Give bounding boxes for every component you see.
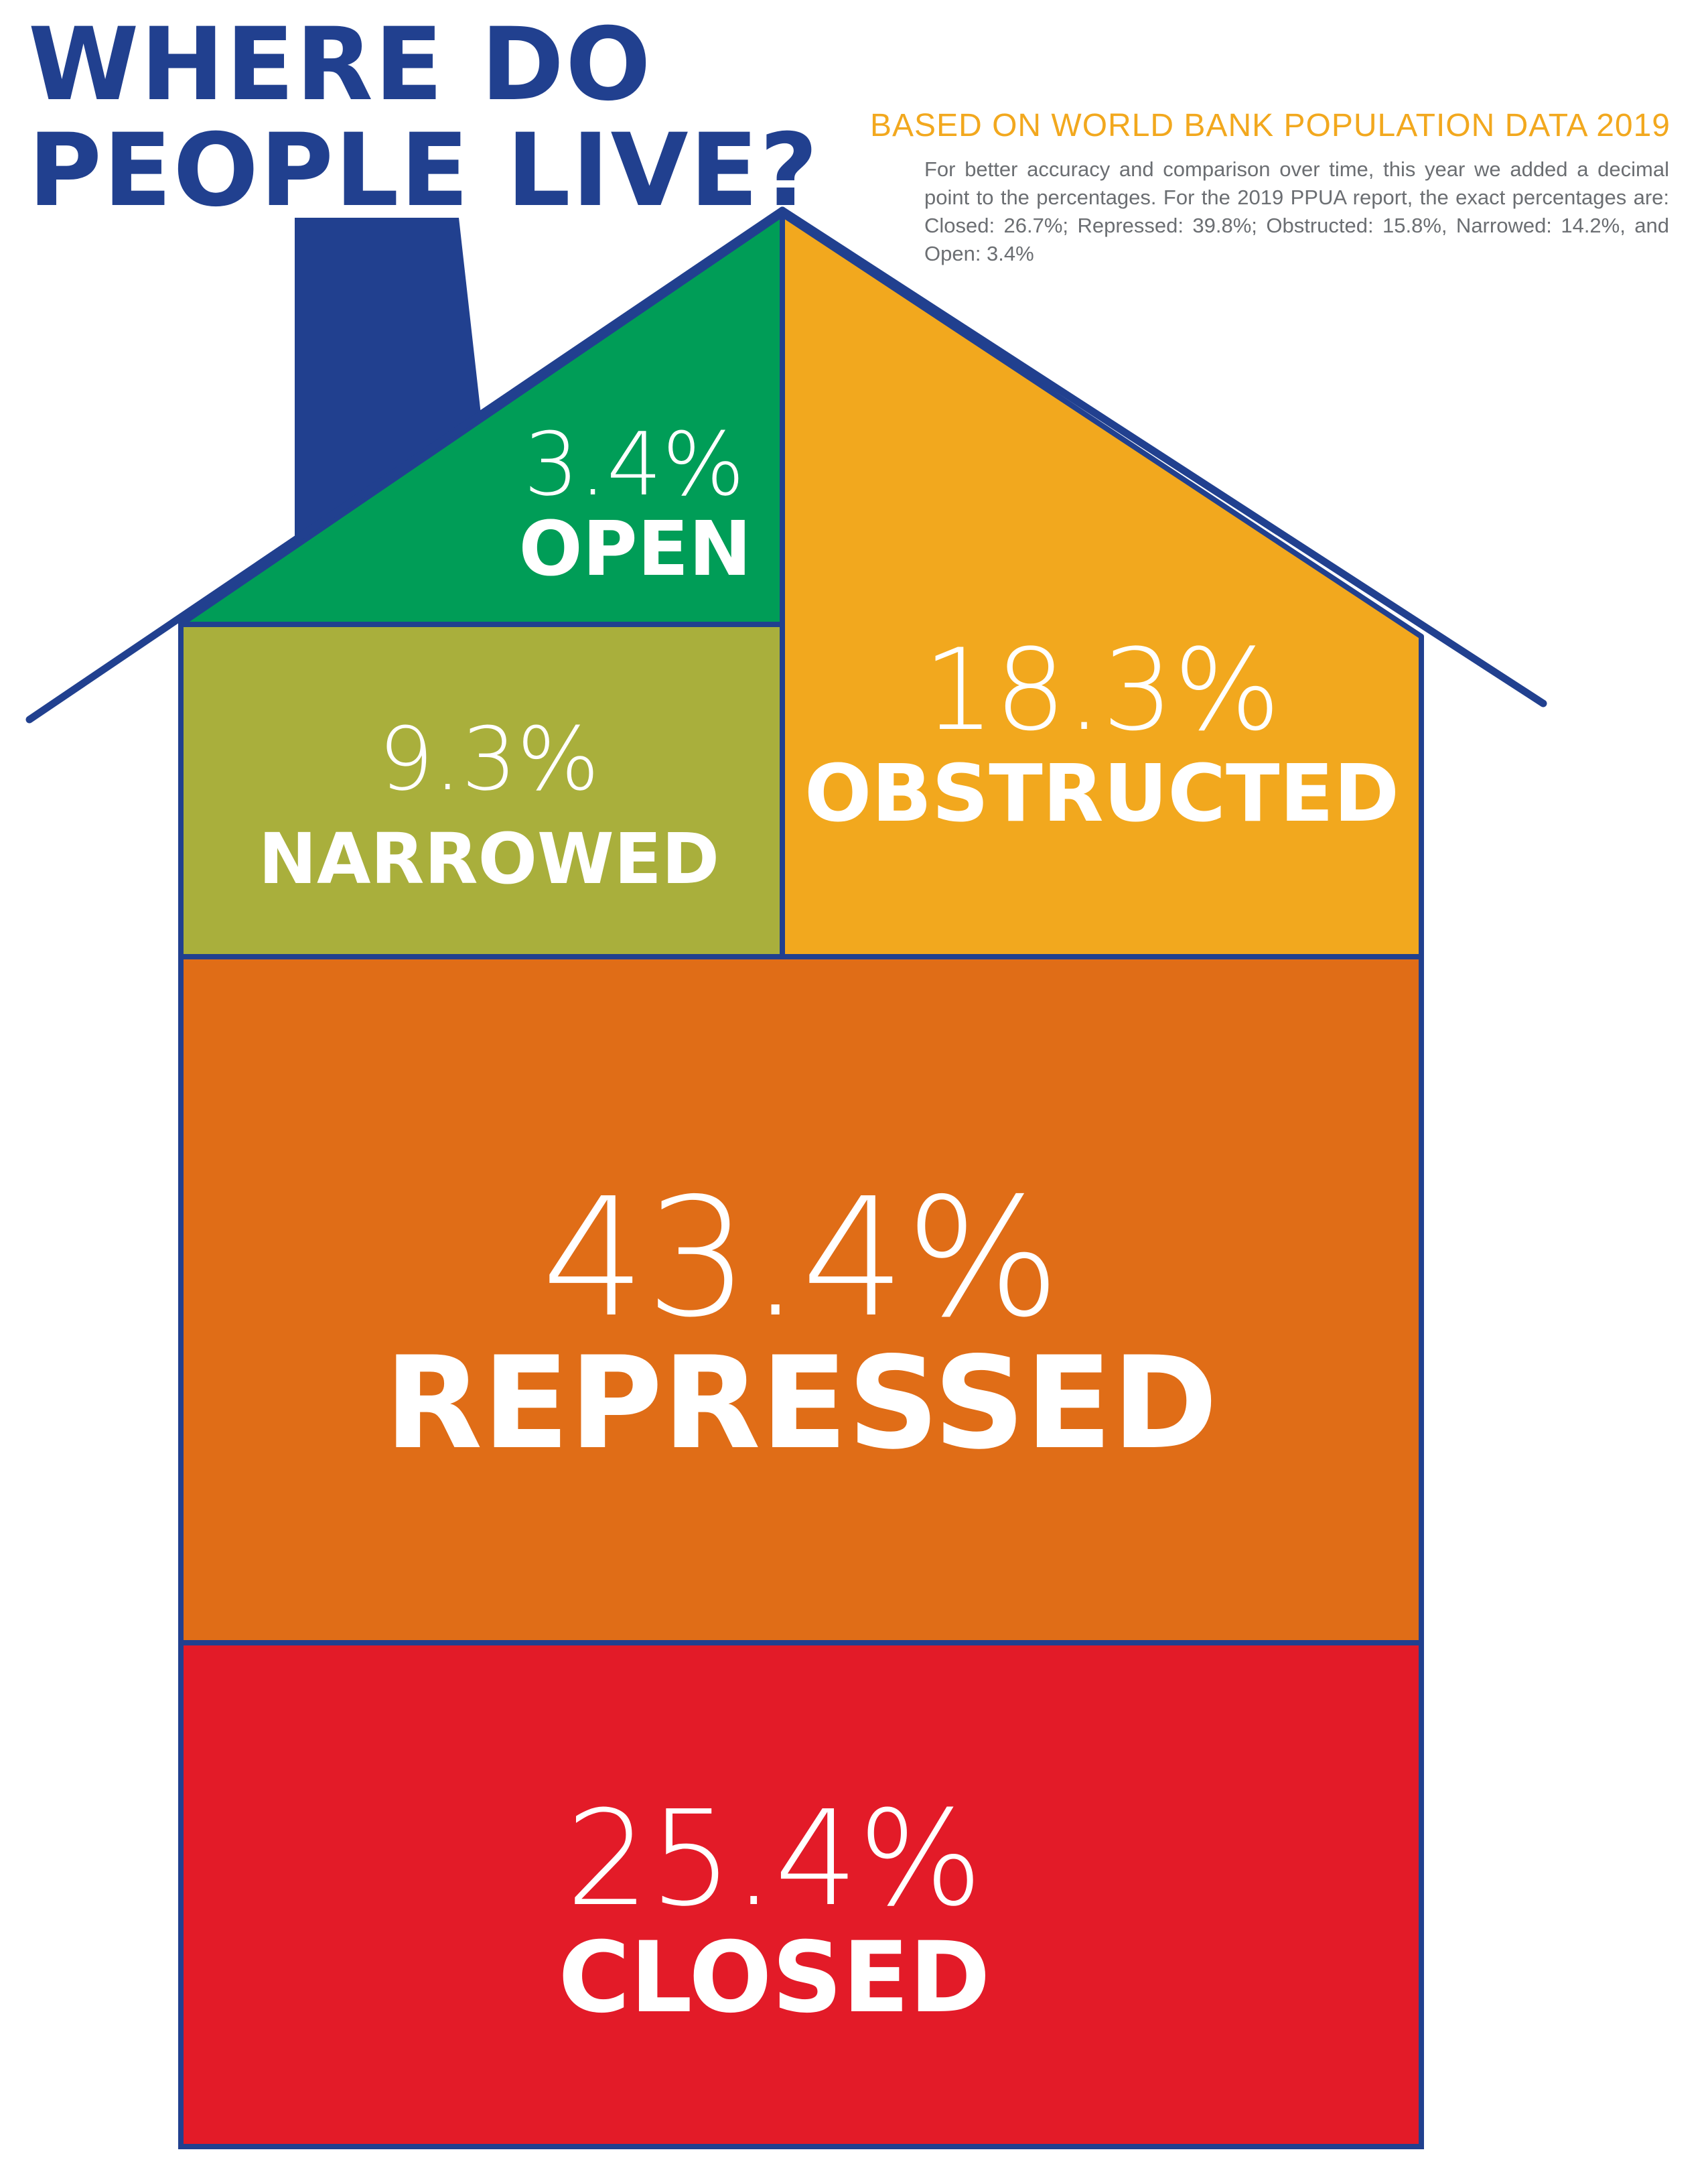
- repressed-label: REPRESSED: [384, 1329, 1218, 1477]
- roof-eave-left: [25, 206, 786, 724]
- narrowed-label: NARROWED: [259, 818, 719, 900]
- methodology-note: For better accuracy and comparison over …: [924, 157, 1669, 265]
- data-source-heading: BASED ON WORLD BANK POPULATION DATA 2019: [870, 108, 1670, 143]
- closed-label: CLOSED: [558, 1921, 990, 2035]
- closed-section: [178, 1640, 1424, 2149]
- open-value: 3.4%: [524, 413, 745, 515]
- obstructed-section: [780, 212, 1424, 959]
- roof-eave-right: [778, 206, 1547, 707]
- repressed-section: [178, 954, 1424, 1645]
- open-label: OPEN: [518, 506, 752, 593]
- chimney: [295, 218, 481, 536]
- closed-value: 25.4%: [566, 1783, 983, 1936]
- obstructed-value: 18.3%: [923, 624, 1281, 756]
- narrowed-value: 9.3%: [378, 708, 599, 810]
- title-line-1: WHERE DO: [28, 7, 652, 123]
- page-title: WHERE DO PEOPLE LIVE?: [28, 12, 819, 224]
- repressed-value: 43.4%: [541, 1163, 1060, 1353]
- obstructed-label: OBSTRUCTED: [804, 747, 1399, 839]
- title-line-2: PEOPLE LIVE?: [28, 113, 820, 229]
